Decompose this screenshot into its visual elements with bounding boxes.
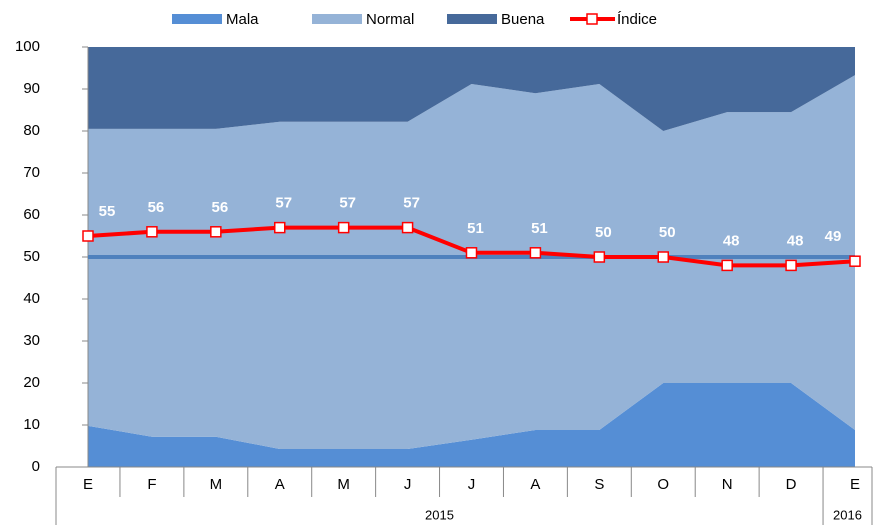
marker (210, 226, 222, 238)
data-label: 56 (148, 199, 165, 216)
area (88, 75, 855, 449)
data-label: 50 (659, 224, 676, 241)
data-label: 51 (467, 220, 484, 237)
y-tick-label: 60 (23, 206, 40, 223)
marker (274, 221, 286, 234)
marker (529, 247, 542, 259)
data-label: 57 (275, 195, 292, 212)
legend-swatch (172, 14, 222, 24)
y-tick-label: 90 (23, 80, 40, 97)
y-tick-label: 10 (23, 416, 40, 433)
marker (337, 221, 350, 234)
x-tick-label: J (468, 476, 476, 493)
marker (82, 230, 94, 242)
data-label: 57 (403, 195, 420, 212)
year-label: 2016 (833, 507, 862, 522)
x-tick-label: O (657, 476, 669, 493)
legend-swatch (312, 14, 362, 24)
data-label: 49 (825, 228, 842, 245)
y-tick-label: 40 (23, 290, 40, 307)
x-tick-label: N (722, 476, 733, 493)
data-label: 50 (595, 224, 612, 241)
legend-swatch (447, 14, 497, 24)
y-tick-label: 20 (23, 374, 40, 391)
data-label: 56 (211, 199, 228, 216)
data-label: 55 (99, 203, 116, 220)
data-label: 57 (339, 195, 356, 212)
x-tick-label: M (210, 476, 223, 493)
legend-swatch (586, 13, 598, 25)
marker (593, 251, 606, 263)
marker (785, 259, 797, 272)
legend-label: Buena (501, 11, 545, 28)
marker (401, 221, 414, 234)
marker (465, 247, 478, 259)
y-tick-label: 100 (15, 38, 40, 55)
area (88, 47, 855, 131)
data-label: 48 (723, 232, 740, 249)
x-tick-label: A (275, 476, 285, 493)
x-tick-label: M (337, 476, 350, 493)
marker (721, 259, 733, 272)
x-tick-label: E (850, 476, 860, 493)
area (88, 383, 855, 467)
marker (849, 255, 861, 267)
marker (146, 226, 158, 238)
x-tick-label: F (147, 476, 156, 493)
data-label: 51 (531, 220, 548, 237)
x-tick-label: A (530, 476, 540, 493)
marker (657, 251, 669, 263)
year-label: 2015 (425, 507, 454, 522)
x-tick-label: S (594, 476, 604, 493)
y-tick-label: 50 (23, 248, 40, 265)
y-tick-label: 30 (23, 332, 40, 349)
y-tick-label: 70 (23, 164, 40, 181)
x-tick-label: J (404, 476, 412, 493)
y-tick-label: 80 (23, 122, 40, 139)
legend-label: Normal (366, 11, 414, 28)
legend-label: Mala (226, 11, 259, 28)
x-tick-label: E (83, 476, 93, 493)
x-tick-label: D (786, 476, 797, 493)
y-tick-label: 0 (32, 458, 40, 475)
legend-label: Índice (617, 11, 657, 28)
data-label: 48 (787, 232, 804, 249)
